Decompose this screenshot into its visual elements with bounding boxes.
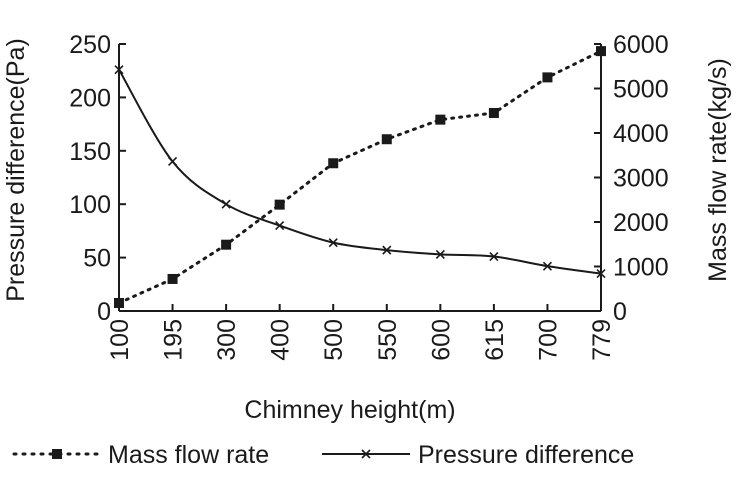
labels-layer: Chimney height(m) Pressure difference(Pa… (2, 38, 732, 424)
data-point-mass (542, 72, 553, 83)
y-right-tick-label: 5000 (613, 76, 669, 104)
x-axis-label: Chimney height(m) (244, 396, 455, 424)
y-right-tick-label: 0 (613, 298, 627, 326)
data-point-mass (596, 46, 606, 57)
data-point-mass (435, 114, 446, 125)
legend: Mass flow rate Pressure difference (12, 441, 634, 469)
series-line-1 (118, 69, 602, 275)
legend-mass-marker (52, 449, 62, 459)
y-left-tick-label: 0 (97, 298, 111, 326)
data-point-pressure (275, 220, 285, 231)
y-left-tick-label: 200 (69, 84, 111, 112)
data-point-pressure (435, 249, 445, 259)
x-tick-label: 500 (320, 319, 348, 361)
y-left-tick-label: 150 (69, 138, 111, 166)
series-layer (114, 46, 606, 308)
data-point-mass (167, 273, 178, 284)
y-left-tick-label: 50 (83, 245, 111, 273)
legend-mass-label: Mass flow rate (108, 441, 269, 469)
y-right-tick-label: 2000 (613, 209, 669, 237)
data-point-mass (488, 107, 499, 118)
x-tick-label: 300 (213, 319, 241, 361)
x-tick-label: 550 (374, 319, 402, 361)
data-point-mass (221, 239, 232, 250)
x-tick-label: 600 (427, 319, 455, 361)
data-point-pressure (114, 65, 124, 75)
data-point-mass (274, 199, 285, 210)
axes: 0 50 100 150 200 250 0 1000 2000 3000 4000 5000 6000… (69, 31, 668, 361)
y-axis-right-label: Mass flow rate(kg/s) (704, 58, 732, 282)
data-point-mass (328, 158, 339, 169)
x-tick-label: 400 (267, 319, 295, 361)
legend-pressure-label: Pressure difference (418, 441, 634, 469)
data-point-mass (381, 134, 392, 145)
data-point-pressure (328, 238, 338, 248)
data-point-pressure (489, 251, 499, 262)
data-point-pressure (167, 156, 178, 167)
x-tick-label: 195 (160, 319, 188, 361)
data-point-mass (114, 297, 124, 308)
legend-pressure-marker (361, 449, 371, 459)
y-right-tick-label: 1000 (613, 254, 669, 282)
data-point-pressure (542, 261, 553, 271)
y-left-tick-label: 100 (69, 191, 111, 219)
x-tick-label: 100 (106, 319, 134, 361)
x-tick-label: 779 (588, 319, 616, 361)
x-tick-label: 615 (481, 319, 509, 361)
y-right-tick-label: 6000 (613, 31, 669, 59)
data-point-pressure (596, 269, 606, 279)
y-axis-left-label: Pressure difference(Pa) (2, 38, 30, 302)
y-right-tick-label: 4000 (613, 120, 669, 148)
series-line-0 (117, 49, 603, 305)
data-point-pressure (221, 199, 231, 209)
y-left-tick-label: 250 (69, 31, 111, 59)
data-point-pressure (382, 245, 392, 255)
x-tick-label: 700 (534, 319, 562, 361)
y-right-tick-label: 3000 (613, 165, 669, 193)
